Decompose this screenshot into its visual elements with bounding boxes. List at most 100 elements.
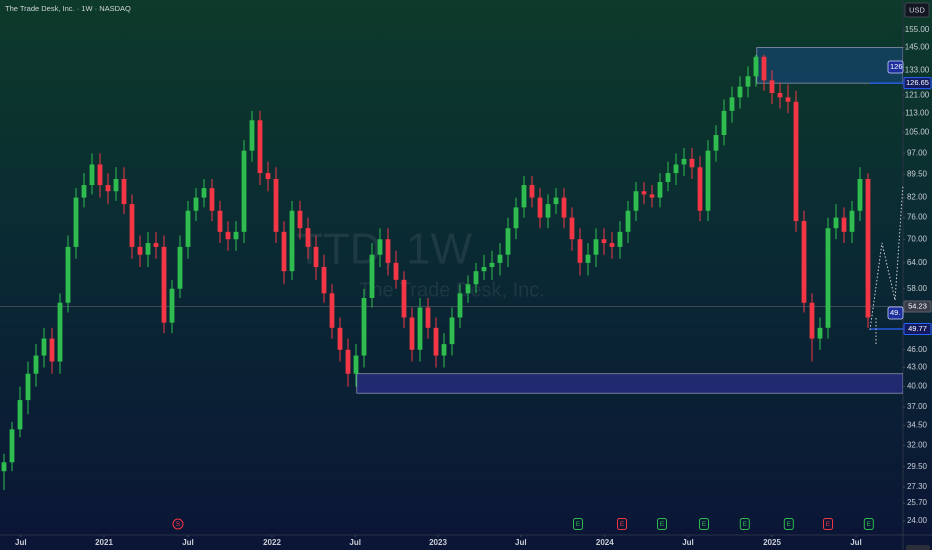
y-tick-label: 121.00 <box>905 90 930 99</box>
chart-title: The Trade Desk, Inc. · 1W · NASDAQ <box>5 4 131 13</box>
y-tick-label: 34.50 <box>907 421 928 430</box>
candle-body <box>417 307 423 350</box>
candle-body <box>97 164 103 186</box>
candle-body <box>841 217 847 232</box>
y-tick-label: 58.00 <box>907 284 928 293</box>
candle-body <box>305 228 311 247</box>
y-tick-label: 105.00 <box>905 128 930 137</box>
event-label: E <box>787 521 792 528</box>
candle-body <box>313 246 319 267</box>
price-label: 49.77 <box>908 324 927 333</box>
candle-body <box>297 210 303 229</box>
candle-body <box>505 228 511 255</box>
candle-body <box>513 207 519 229</box>
x-tick-label: Jul <box>850 538 862 547</box>
y-tick-label: 64.00 <box>907 258 928 267</box>
candle-body <box>433 327 439 356</box>
annotation-box <box>887 60 904 74</box>
y-tick-label: 24.00 <box>907 516 928 525</box>
candle-body <box>673 164 679 174</box>
candle-body <box>777 93 783 98</box>
x-tick-label: Jul <box>515 538 527 547</box>
candle-body <box>697 167 703 211</box>
axes: 155.00 145.00 133.00 121.00 113.00 105.00 97.0… <box>15 25 932 547</box>
watermark-subtitle: The Trade Desk, Inc. <box>359 279 545 301</box>
candle-body <box>289 210 295 272</box>
candle-body <box>561 197 567 218</box>
y-tick-label: 76.00 <box>907 213 928 222</box>
candle-body <box>833 217 839 229</box>
event-label: E <box>826 521 831 528</box>
candle-body <box>729 97 735 111</box>
candle-body <box>465 284 471 294</box>
candle-body <box>265 173 271 180</box>
candle-body <box>121 179 127 205</box>
candle-body <box>409 317 415 350</box>
candle-body <box>17 400 23 430</box>
x-tick-label: 2021 <box>95 538 113 547</box>
y-tick-label: 29.50 <box>907 462 928 471</box>
candle-body <box>649 194 655 198</box>
candle-body <box>545 204 551 218</box>
candle-body <box>193 197 199 211</box>
settings-button[interactable] <box>906 545 930 550</box>
candle-body <box>369 254 375 298</box>
y-tick-label: 70.00 <box>907 234 928 243</box>
candle-body <box>785 97 791 102</box>
y-tick-label: 113.00 <box>905 108 929 117</box>
price-label-box <box>903 300 932 313</box>
annotation: 126 <box>890 62 903 71</box>
candle-body <box>113 179 119 192</box>
price-label-box <box>903 323 932 336</box>
candle-body <box>257 120 263 174</box>
candle-body <box>609 243 615 247</box>
event-marker <box>783 518 794 530</box>
x-tick-label: 2022 <box>263 538 281 547</box>
event-marker <box>739 518 750 530</box>
price-label-box <box>903 77 932 90</box>
event-label: E <box>576 521 581 528</box>
event-label: E <box>660 521 665 528</box>
candle-body <box>601 239 607 244</box>
candle-body <box>273 179 279 232</box>
event-marker <box>823 518 833 530</box>
event-marker <box>573 518 583 530</box>
x-tick-label: Jul <box>349 538 361 547</box>
event-marker <box>657 518 667 530</box>
candle-body <box>737 86 743 98</box>
candle-body <box>657 182 663 198</box>
x-tick-label: 2023 <box>429 538 447 547</box>
candle-body <box>825 228 831 328</box>
projection <box>869 184 904 331</box>
candle-body <box>201 188 207 198</box>
candle-body <box>353 355 359 374</box>
candle-body <box>457 293 463 318</box>
candle-body <box>681 158 687 165</box>
watermark: TTD, 1W <box>296 225 472 274</box>
candle-body <box>65 246 71 303</box>
candle-body <box>809 302 815 339</box>
event-marker <box>699 518 709 530</box>
currency-box[interactable] <box>904 2 930 18</box>
candle-body <box>689 158 695 168</box>
y-tick-label: 25.70 <box>907 498 928 507</box>
candle-body <box>185 210 191 247</box>
candle-body <box>705 150 711 211</box>
candle-body <box>1 462 7 472</box>
candle-body <box>377 239 383 255</box>
y-tick-label: 82.00 <box>907 193 928 202</box>
candle-body <box>241 150 247 232</box>
price-label: 54.23 <box>908 301 927 310</box>
y-tick-label: 145.00 <box>905 43 930 52</box>
candle-body <box>233 231 239 240</box>
event-label: E <box>743 521 748 528</box>
y-tick-label: 27.30 <box>907 482 928 491</box>
y-tick-label: 97.00 <box>907 148 928 157</box>
candle-body <box>57 302 63 362</box>
candle-body <box>745 76 751 87</box>
candle-body <box>33 355 39 374</box>
candle-body <box>481 266 487 272</box>
annotation: 49. <box>890 308 900 317</box>
candle-body <box>169 288 175 323</box>
candle-body <box>817 327 823 339</box>
